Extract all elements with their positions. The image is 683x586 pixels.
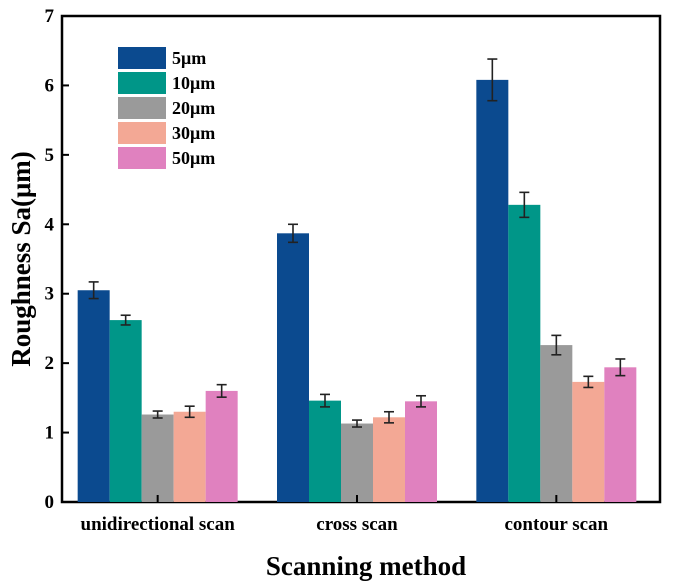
bar bbox=[277, 233, 309, 502]
x-tick-labels: unidirectional scan cross scan contour sca… bbox=[81, 495, 609, 535]
bar bbox=[476, 79, 509, 503]
x-tick-label: unidirectional scan bbox=[81, 514, 236, 535]
bar bbox=[508, 204, 541, 503]
bar bbox=[77, 290, 110, 502]
legend: 5μm 10μm 20μm 30μm 50μm bbox=[118, 47, 215, 169]
y-tick-label: 4 bbox=[45, 214, 55, 235]
bar bbox=[309, 400, 341, 502]
bar bbox=[341, 423, 373, 502]
legend-label: 30μm bbox=[172, 123, 215, 143]
bar bbox=[109, 320, 142, 502]
bar bbox=[540, 345, 573, 502]
bar bbox=[141, 414, 174, 502]
legend-label: 50μm bbox=[172, 148, 215, 168]
bar bbox=[572, 381, 605, 502]
y-axis-title: Roughness Sa(μm) bbox=[6, 151, 36, 367]
legend-swatch bbox=[118, 122, 166, 144]
legend-label: 20μm bbox=[172, 98, 215, 118]
legend-swatch bbox=[118, 97, 166, 119]
bar bbox=[373, 417, 405, 502]
bar bbox=[405, 401, 437, 502]
y-tick-label: 5 bbox=[45, 145, 55, 166]
legend-swatch bbox=[118, 47, 166, 69]
y-ticks: 0 1 2 3 4 5 6 7 bbox=[45, 6, 69, 513]
y-tick-label: 1 bbox=[45, 423, 55, 444]
x-tick-label: cross scan bbox=[316, 514, 398, 535]
bars bbox=[77, 58, 637, 503]
y-tick-label: 6 bbox=[45, 75, 55, 96]
y-tick-label: 3 bbox=[45, 284, 55, 305]
bar bbox=[205, 390, 238, 502]
x-axis-title: Scanning method bbox=[266, 551, 466, 581]
legend-label: 5μm bbox=[172, 48, 206, 68]
legend-swatch bbox=[118, 147, 166, 169]
bar bbox=[173, 411, 206, 502]
y-tick-label: 2 bbox=[45, 353, 55, 374]
legend-swatch bbox=[118, 72, 166, 94]
bar bbox=[604, 367, 637, 502]
x-tick-label: contour scan bbox=[505, 514, 609, 535]
y-tick-label: 0 bbox=[45, 492, 55, 513]
y-tick-label: 7 bbox=[45, 6, 55, 27]
legend-label: 10μm bbox=[172, 73, 215, 93]
